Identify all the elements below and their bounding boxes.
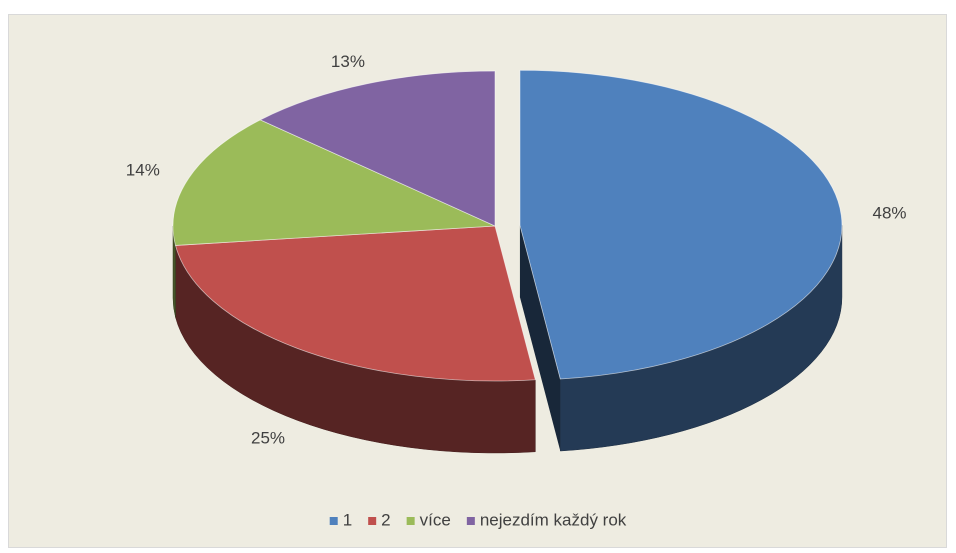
slice — [175, 225, 536, 382]
legend: 1 2 více nejezdím každý rok — [329, 510, 627, 529]
data-label: 48% — [873, 204, 907, 223]
slice — [172, 119, 496, 246]
slice — [519, 69, 843, 380]
data-label: 14% — [126, 160, 160, 179]
legend-label: 1 — [343, 510, 352, 529]
slice-face — [519, 225, 561, 452]
legend-label: nejezdím každý rok — [480, 510, 627, 529]
legend-swatch — [368, 517, 377, 525]
legend-swatch — [466, 517, 475, 525]
legend-swatch — [406, 517, 415, 525]
legend-label: více — [420, 510, 451, 529]
slice — [259, 70, 496, 227]
data-label: 25% — [251, 428, 285, 447]
legend-swatch — [329, 517, 338, 525]
legend-label: 2 — [381, 510, 390, 529]
data-label: 13% — [331, 52, 365, 71]
